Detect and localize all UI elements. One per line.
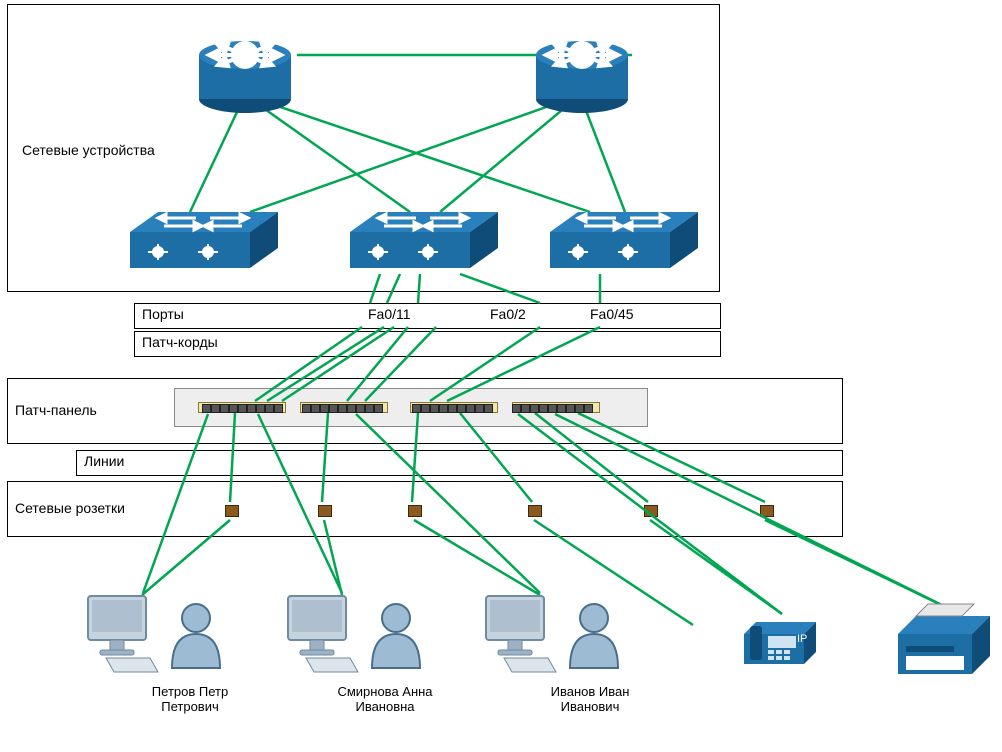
patch-port xyxy=(430,404,439,413)
patch-port xyxy=(329,404,338,413)
label-network-devices: Сетевые устройства xyxy=(22,142,155,158)
patch-port xyxy=(530,404,539,413)
patch-port xyxy=(566,404,575,413)
patch-port xyxy=(466,404,475,413)
patch-port xyxy=(302,404,311,413)
phone-ip-label: IP xyxy=(797,633,807,645)
patch-port xyxy=(274,404,283,413)
socket-icon xyxy=(318,505,332,517)
port-label-1: Fa0/2 xyxy=(490,306,526,322)
patch-port xyxy=(412,404,421,413)
patch-port xyxy=(229,404,238,413)
box-patch-cords xyxy=(134,331,721,357)
label-patch-cords: Патч-корды xyxy=(142,334,218,350)
socket-icon xyxy=(760,505,774,517)
monitor-icon xyxy=(486,596,556,672)
patch-port xyxy=(512,404,521,413)
patch-port xyxy=(238,404,247,413)
monitor-icon xyxy=(288,596,358,672)
user-label-2: Иванов Иван Иванович xyxy=(530,684,650,714)
user-icon xyxy=(570,604,618,668)
socket-icon xyxy=(225,505,239,517)
patch-port xyxy=(347,404,356,413)
patch-port xyxy=(557,404,566,413)
network-diagram: { "type": "network-diagram", "colors": {… xyxy=(0,0,1002,752)
patch-port xyxy=(338,404,347,413)
box-lines xyxy=(76,450,843,476)
patch-port xyxy=(202,404,211,413)
patch-port xyxy=(311,404,320,413)
socket-icon xyxy=(644,505,658,517)
box-sockets xyxy=(7,481,843,537)
patch-port xyxy=(439,404,448,413)
socket-icon xyxy=(408,505,422,517)
label-sockets: Сетевые розетки xyxy=(15,500,125,516)
patch-port xyxy=(211,404,220,413)
patch-port xyxy=(448,404,457,413)
patch-port xyxy=(320,404,329,413)
user-icon xyxy=(172,604,220,668)
ip-phone-icon xyxy=(744,622,816,664)
patch-port xyxy=(575,404,584,413)
patch-port xyxy=(457,404,466,413)
label-ports: Порты xyxy=(142,306,184,322)
patch-port xyxy=(247,404,256,413)
patch-port xyxy=(475,404,484,413)
port-label-0: Fa0/11 xyxy=(368,306,411,322)
patch-port xyxy=(539,404,548,413)
port-label-2: Fa0/45 xyxy=(590,306,634,322)
patch-port xyxy=(421,404,430,413)
label-patch-panel: Патч-панель xyxy=(15,402,97,418)
monitor-icon xyxy=(88,596,158,672)
patch-port xyxy=(265,404,274,413)
patch-port xyxy=(356,404,365,413)
user-label-0: Петров Петр Петрович xyxy=(130,684,250,714)
patch-port xyxy=(584,404,593,413)
label-lines: Линии xyxy=(84,453,124,469)
patch-port xyxy=(521,404,530,413)
patch-port xyxy=(365,404,374,413)
patch-port xyxy=(256,404,265,413)
patch-port xyxy=(484,404,493,413)
user-icon xyxy=(372,604,420,668)
patch-port xyxy=(220,404,229,413)
user-label-1: Смирнова Анна Ивановна xyxy=(320,684,450,714)
printer-icon xyxy=(898,604,990,674)
patch-port xyxy=(374,404,383,413)
socket-icon xyxy=(528,505,542,517)
patch-port xyxy=(548,404,557,413)
